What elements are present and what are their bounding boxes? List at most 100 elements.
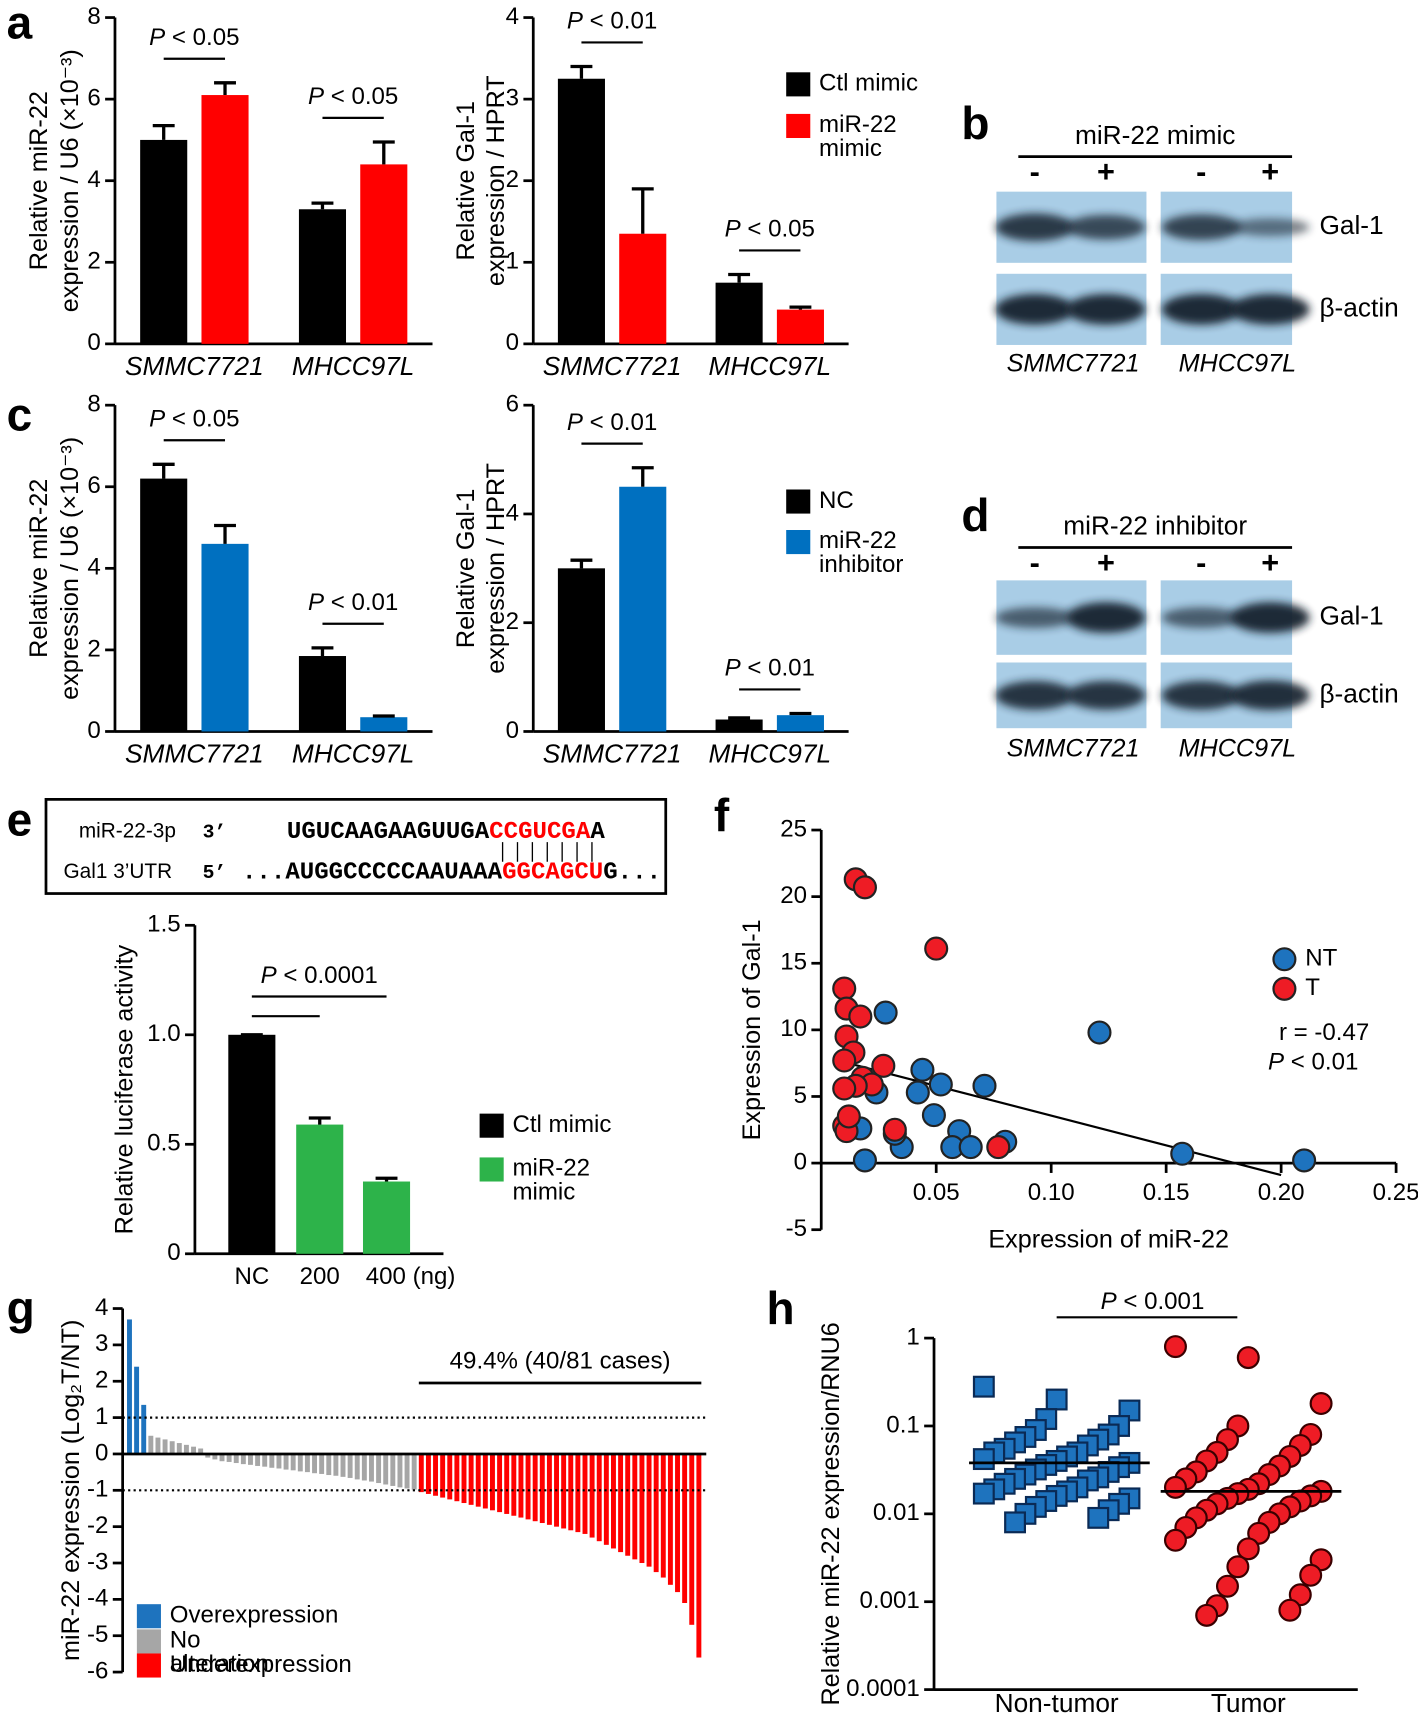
- blot-band: [1161, 607, 1241, 629]
- y-tick-label: 0.5: [147, 1130, 180, 1157]
- point: [972, 1482, 995, 1505]
- bar: [603, 1453, 609, 1545]
- x-tick-label: MHCC97L: [292, 739, 415, 769]
- cell-line-label: MHCC97L: [1179, 735, 1297, 763]
- error-bar: [789, 711, 812, 716]
- utr-end: 5’: [203, 862, 227, 884]
- y-tick-label: 0.001: [860, 1587, 920, 1614]
- error-bar: [570, 64, 593, 79]
- point: [1299, 1563, 1323, 1587]
- x-tick-label: MHCC97L: [708, 351, 831, 381]
- y-tick-label: 0: [87, 717, 100, 744]
- point: [852, 875, 877, 900]
- lane-sign: -: [1030, 155, 1040, 189]
- blot-row-label: Gal-1: [1319, 210, 1383, 240]
- bar: [226, 1453, 232, 1462]
- blot-band: [1230, 602, 1310, 633]
- blot-band: [1066, 214, 1146, 240]
- point: [1292, 1148, 1317, 1173]
- legend-label: miR-22 mimic: [512, 1155, 596, 1206]
- point: [958, 1135, 983, 1160]
- bar: [504, 1453, 510, 1514]
- point: [1247, 1521, 1271, 1545]
- error-bar: [214, 81, 236, 96]
- bar: [425, 1453, 431, 1494]
- bar: [298, 209, 347, 344]
- error-bar: [372, 714, 395, 718]
- y-tick-label: 0: [794, 1148, 807, 1175]
- bar: [148, 1435, 154, 1454]
- point: [1163, 1528, 1187, 1552]
- legend-label: Overexpression: [170, 1602, 339, 1629]
- y-tick-label: 0: [506, 329, 519, 356]
- bar: [191, 1446, 197, 1454]
- y-tick-label: 4: [87, 554, 100, 581]
- bar: [776, 715, 824, 732]
- lane-sign: +: [1097, 546, 1115, 580]
- blot-row-label: Gal-1: [1319, 601, 1383, 631]
- y-tick-label: 3: [95, 1330, 108, 1357]
- bar: [333, 1453, 339, 1476]
- bar: [440, 1453, 446, 1498]
- y-tick-label: 1.0: [147, 1020, 180, 1047]
- blot-band: [995, 607, 1075, 629]
- y-tick-label: 1: [95, 1403, 108, 1430]
- annotation: r = -0.47: [1279, 1019, 1369, 1046]
- legend-swatch: [786, 530, 811, 555]
- y-axis-label: Relative miR-22: [25, 479, 53, 658]
- p-value: P < 0.05: [149, 406, 239, 433]
- bar: [404, 1453, 410, 1489]
- bar: [682, 1453, 688, 1603]
- bar: [269, 1453, 275, 1468]
- legend-label: Underexpression: [170, 1651, 352, 1678]
- x-tick-label: SMMC7721: [543, 351, 682, 381]
- bar: [632, 1453, 638, 1560]
- blot-band: [1230, 680, 1310, 711]
- x-tick-label: 0.20: [1258, 1179, 1305, 1206]
- bar: [360, 717, 408, 732]
- y-axis-label: Relative Gal-1: [452, 489, 480, 649]
- bar: [418, 1453, 424, 1493]
- x-tick-label: SMMC7721: [543, 739, 682, 769]
- bar: [354, 1453, 360, 1480]
- bar: [360, 164, 408, 344]
- panel-letter: f: [714, 789, 730, 841]
- blot-band: [995, 681, 1075, 710]
- lane-sign: +: [1261, 546, 1279, 580]
- y-tick-label: -6: [87, 1657, 108, 1684]
- blot-row-label: β-actin: [1319, 292, 1398, 322]
- bar: [169, 1441, 175, 1454]
- p-value: P < 0.05: [308, 84, 398, 111]
- fit-line: [832, 1058, 1282, 1177]
- legend-label: No alteration: [170, 1627, 269, 1678]
- bar: [297, 1453, 303, 1472]
- point: [1215, 1574, 1239, 1598]
- error-bar: [308, 1116, 331, 1125]
- point: [1087, 1506, 1110, 1529]
- blot-band: [1230, 218, 1310, 237]
- blot-band: [1230, 294, 1310, 325]
- y-axis-label: Expression of Gal-1: [738, 919, 766, 1140]
- y-axis-label: miR-22 expression (Log₂T/NT): [57, 1320, 85, 1661]
- error-bar: [152, 462, 175, 479]
- point: [924, 936, 949, 961]
- error-bar: [311, 646, 334, 657]
- mir-end: 3’: [203, 821, 227, 843]
- bar: [447, 1453, 453, 1500]
- x-tick-label: 0.15: [1143, 1179, 1190, 1206]
- point: [1309, 1548, 1333, 1572]
- bar: [696, 1453, 702, 1658]
- legend-swatch: [786, 113, 811, 139]
- bar: [134, 1366, 140, 1454]
- panel-letter: c: [7, 388, 33, 440]
- bar: [212, 1453, 218, 1460]
- x-tick-label: 0.10: [1028, 1179, 1075, 1206]
- x-tick-label: Non-tumor: [995, 1688, 1119, 1717]
- y-tick-label: 4: [87, 166, 100, 193]
- bar: [582, 1453, 588, 1534]
- bar: [347, 1453, 353, 1478]
- cell-line-label: MHCC97L: [1179, 349, 1297, 377]
- lane-sign: -: [1030, 546, 1040, 580]
- point: [1309, 1392, 1333, 1416]
- y-tick-label: 1: [506, 248, 519, 275]
